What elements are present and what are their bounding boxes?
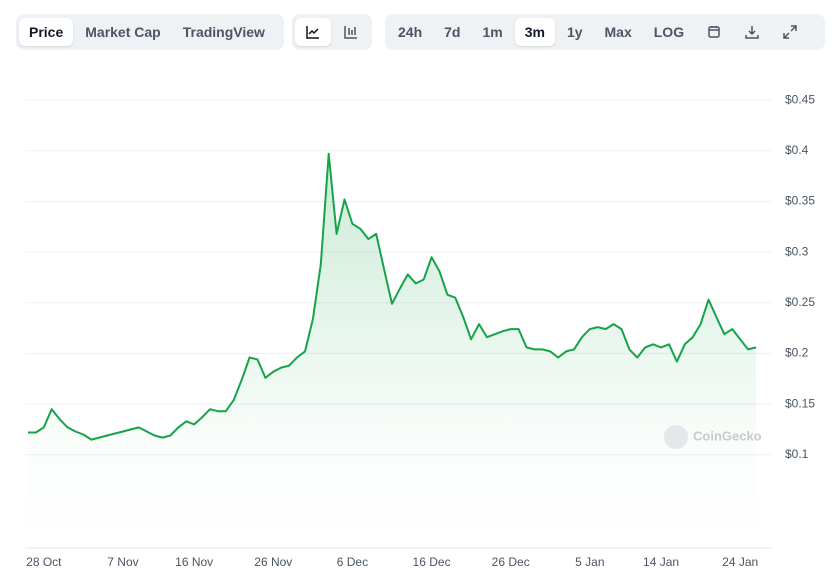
download-icon <box>745 26 759 39</box>
range[interactable]: 1m <box>482 24 503 40</box>
y-tick-label: $0.4 <box>785 143 809 157</box>
watermark: CoinGecko <box>693 428 762 443</box>
tab[interactable]: Market Cap <box>85 24 161 40</box>
watermark-logo <box>664 425 688 449</box>
x-tick-label: 14 Jan <box>643 555 679 569</box>
tab[interactable]: TradingView <box>182 24 265 40</box>
calendar-button[interactable] <box>696 18 732 46</box>
candle-icon <box>344 26 357 39</box>
range[interactable]: 7d <box>444 24 461 40</box>
x-tick-label: 7 Nov <box>107 555 138 569</box>
x-tick-label: 16 Dec <box>413 555 451 569</box>
x-tick-label: 6 Dec <box>337 555 368 569</box>
range[interactable]: Max <box>604 24 632 40</box>
y-tick-label: $0.15 <box>785 396 815 410</box>
range[interactable]: 3m <box>514 18 555 46</box>
price-line <box>28 152 757 441</box>
range[interactable]: 1y <box>566 24 583 40</box>
area <box>28 153 756 549</box>
y-tick-label: $0.45 <box>785 92 815 106</box>
y-tick-label: $0.3 <box>785 244 809 258</box>
calendar-icon <box>708 26 720 38</box>
x-tick-label: 26 Nov <box>254 555 292 569</box>
x-tick-label: 16 Nov <box>175 555 213 569</box>
y-tick-label: $0.35 <box>785 194 815 208</box>
line-chart-button[interactable] <box>295 18 331 46</box>
view-tabs: Price Market Cap TradingView <box>16 14 284 50</box>
range-tabs: 24h 7d 1m 3m 1y Max LOG <box>385 14 825 50</box>
tab[interactable]: Price <box>19 18 74 46</box>
x-tick-label: 5 Jan <box>575 555 604 569</box>
y-tick-label: $0.25 <box>785 295 815 309</box>
fullscreen-button[interactable] <box>772 18 808 46</box>
x-tick-label: 24 Jan <box>722 555 758 569</box>
line-icon <box>306 26 319 39</box>
candle-chart-button[interactable] <box>333 18 369 46</box>
range[interactable]: LOG <box>653 24 685 40</box>
plot: $0.1 $0.15 $0.2 $0.25 $0.3 $0.35 $0.4 $0.45 28 O… <box>25 92 815 569</box>
y-tick-label: $0.1 <box>785 447 809 461</box>
expand-icon <box>783 25 797 39</box>
x-tick-label: 26 Dec <box>492 555 530 569</box>
y-tick-label: $0.2 <box>785 346 809 360</box>
chart-style <box>292 14 372 50</box>
download-button[interactable] <box>734 18 770 46</box>
range[interactable]: 24h <box>398 24 423 40</box>
x-tick-label: 28 Oct <box>26 555 62 569</box>
